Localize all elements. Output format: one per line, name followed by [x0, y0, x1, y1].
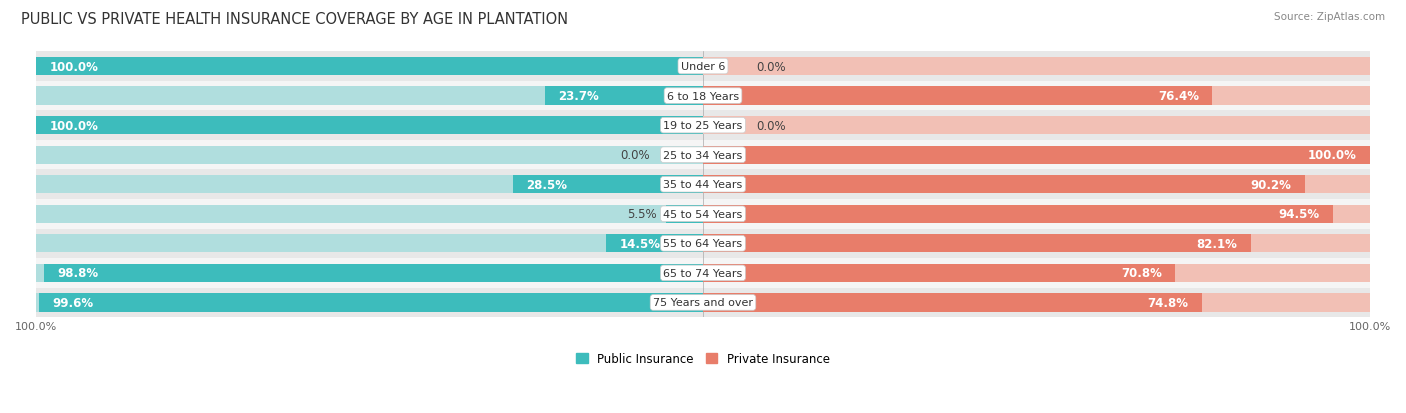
Text: 65 to 74 Years: 65 to 74 Years — [664, 268, 742, 278]
Bar — [37, 170, 1369, 199]
Bar — [703, 176, 1305, 194]
Bar — [37, 235, 703, 253]
Bar — [37, 52, 1369, 82]
Text: 28.5%: 28.5% — [526, 178, 567, 191]
Text: 98.8%: 98.8% — [58, 267, 98, 280]
Bar — [703, 264, 1369, 282]
Text: PUBLIC VS PRIVATE HEALTH INSURANCE COVERAGE BY AGE IN PLANTATION: PUBLIC VS PRIVATE HEALTH INSURANCE COVER… — [21, 12, 568, 27]
Bar — [703, 87, 1369, 105]
Bar — [37, 140, 1369, 170]
Text: 94.5%: 94.5% — [1278, 208, 1320, 221]
Bar — [703, 176, 1369, 194]
Bar — [703, 205, 1369, 223]
Bar — [37, 294, 703, 312]
Text: 45 to 54 Years: 45 to 54 Years — [664, 209, 742, 219]
Text: 19 to 25 Years: 19 to 25 Years — [664, 121, 742, 131]
Bar — [37, 205, 703, 223]
Text: 23.7%: 23.7% — [558, 90, 599, 103]
Text: 0.0%: 0.0% — [756, 119, 786, 132]
Bar — [37, 264, 703, 282]
Text: 76.4%: 76.4% — [1159, 90, 1199, 103]
Text: 35 to 44 Years: 35 to 44 Years — [664, 180, 742, 190]
Bar — [703, 146, 1369, 164]
Bar — [44, 264, 703, 282]
Bar — [703, 264, 1175, 282]
Text: 90.2%: 90.2% — [1250, 178, 1291, 191]
Bar — [703, 235, 1369, 253]
Bar — [37, 58, 703, 76]
Bar — [703, 294, 1369, 312]
Bar — [37, 117, 703, 135]
Text: 55 to 64 Years: 55 to 64 Years — [664, 239, 742, 249]
Text: 5.5%: 5.5% — [627, 208, 657, 221]
Text: 6 to 18 Years: 6 to 18 Years — [666, 91, 740, 101]
Bar — [703, 87, 1212, 105]
Bar — [37, 288, 1369, 318]
Bar — [37, 111, 1369, 140]
Text: 99.6%: 99.6% — [52, 296, 93, 309]
Bar — [39, 294, 703, 312]
Bar — [37, 146, 703, 164]
Bar — [703, 146, 1369, 164]
Bar — [37, 117, 703, 135]
Text: 100.0%: 100.0% — [1308, 149, 1357, 162]
Text: 0.0%: 0.0% — [620, 149, 650, 162]
Bar — [37, 259, 1369, 288]
Bar — [513, 176, 703, 194]
Text: Under 6: Under 6 — [681, 62, 725, 72]
Bar — [703, 205, 1333, 223]
Text: 100.0%: 100.0% — [49, 60, 98, 74]
Bar — [37, 58, 703, 76]
Text: 14.5%: 14.5% — [620, 237, 661, 250]
Bar — [37, 176, 703, 194]
Text: 0.0%: 0.0% — [756, 60, 786, 74]
Text: 70.8%: 70.8% — [1121, 267, 1161, 280]
Legend: Public Insurance, Private Insurance: Public Insurance, Private Insurance — [571, 347, 835, 370]
Bar — [546, 87, 703, 105]
Bar — [703, 117, 1369, 135]
Bar — [37, 87, 703, 105]
Bar — [37, 229, 1369, 259]
Bar — [703, 235, 1250, 253]
Text: 75 Years and over: 75 Years and over — [652, 298, 754, 308]
Text: 74.8%: 74.8% — [1147, 296, 1188, 309]
Text: 100.0%: 100.0% — [49, 119, 98, 132]
Bar — [703, 58, 1369, 76]
Text: Source: ZipAtlas.com: Source: ZipAtlas.com — [1274, 12, 1385, 22]
Text: 25 to 34 Years: 25 to 34 Years — [664, 150, 742, 160]
Bar — [606, 235, 703, 253]
Bar — [37, 199, 1369, 229]
Bar — [703, 294, 1202, 312]
Bar — [666, 205, 703, 223]
Text: 82.1%: 82.1% — [1197, 237, 1237, 250]
Bar — [37, 82, 1369, 111]
